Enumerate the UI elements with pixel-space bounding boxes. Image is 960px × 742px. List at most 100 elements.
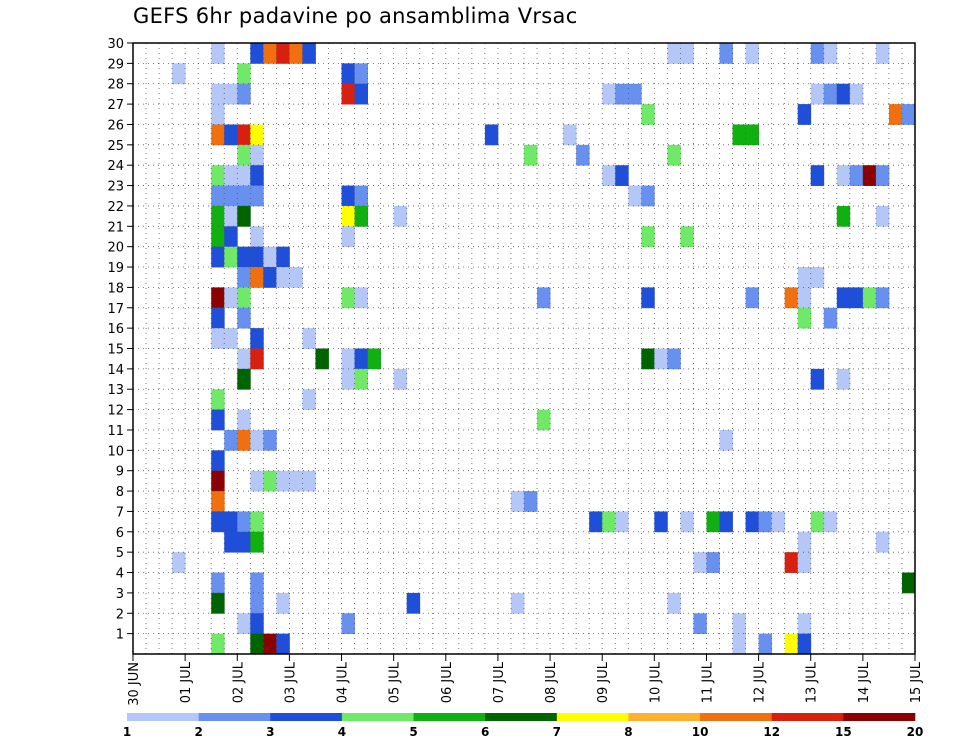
- heatmap-cell: [237, 531, 251, 553]
- heatmap-cell: [211, 287, 225, 309]
- y-tick-label: 25: [107, 139, 124, 154]
- heatmap-cell: [576, 144, 590, 166]
- heatmap-cell: [263, 633, 277, 655]
- heatmap-cell: [393, 205, 408, 227]
- colorbar-segment: [771, 713, 844, 721]
- heatmap-cell: [797, 307, 812, 329]
- heatmap-cell: [628, 185, 642, 207]
- heatmap-cell: [211, 205, 225, 227]
- heatmap-cell: [732, 633, 746, 655]
- heatmap-cell: [237, 429, 251, 451]
- heatmap-cell: [875, 287, 890, 309]
- heatmap-cell: [250, 43, 264, 64]
- heatmap-cell: [354, 348, 368, 370]
- heatmap-cell: [211, 491, 225, 512]
- heatmap-cell: [810, 368, 825, 390]
- heatmap-cell: [797, 613, 812, 635]
- heatmap-cell: [784, 633, 799, 655]
- heatmap-cell: [862, 287, 877, 309]
- y-tick-label: 21: [107, 220, 124, 235]
- heatmap-cell: [341, 83, 355, 105]
- heatmap-cell: [211, 409, 225, 431]
- y-tick-label: 20: [107, 241, 124, 256]
- heatmap-cell: [354, 205, 368, 227]
- y-tick-label: 1: [116, 628, 124, 643]
- x-tick-label: 13 JUL: [805, 661, 820, 703]
- heatmap-cell: [250, 267, 264, 288]
- heatmap-cell: [810, 511, 825, 533]
- heatmap-cell: [797, 531, 812, 553]
- heatmap-cell: [641, 287, 655, 309]
- y-tick-label: 3: [116, 587, 124, 602]
- heatmap-cell: [810, 83, 825, 105]
- heatmap-cell: [341, 287, 355, 309]
- heatmap-cell: [732, 613, 746, 635]
- heatmap-cell: [888, 104, 903, 125]
- y-tick-label: 16: [107, 322, 124, 337]
- colorbar-segment: [270, 713, 343, 721]
- heatmap-cell: [823, 83, 838, 105]
- heatmap-cell: [758, 633, 773, 655]
- heatmap-cell: [484, 124, 499, 146]
- heatmap-cell: [211, 592, 225, 614]
- heatmap-cell: [237, 287, 251, 309]
- x-tick-label: 07 JUL: [492, 661, 507, 703]
- heatmap-cell: [406, 592, 421, 614]
- y-tick-label: 8: [116, 485, 124, 500]
- heatmap-cell: [341, 348, 355, 370]
- heatmap-cell: [602, 511, 616, 533]
- heatmap-cell: [211, 307, 225, 329]
- heatmap-cell: [237, 63, 251, 85]
- heatmap-cell: [784, 552, 799, 573]
- heatmap-cell: [289, 43, 303, 64]
- y-tick-label: 28: [107, 78, 124, 93]
- colorbar-segment: [843, 713, 916, 721]
- x-tick-label: 10 JUL: [648, 661, 663, 703]
- colorbar-segment: [413, 713, 486, 721]
- heatmap-cell: [745, 124, 759, 146]
- heatmap-cell: [276, 633, 290, 655]
- heatmap-cell: [237, 185, 251, 207]
- y-tick-label: 27: [107, 98, 124, 113]
- heatmap-cell: [211, 124, 225, 146]
- heatmap-cell: [810, 165, 825, 186]
- heatmap-cell: [276, 43, 290, 64]
- heatmap-cell: [237, 267, 251, 288]
- heatmap-cell: [680, 511, 694, 533]
- heatmap-cell: [250, 226, 264, 248]
- heatmap-cell: [836, 165, 851, 186]
- heatmap-cell: [237, 409, 251, 431]
- heatmap-cell: [732, 124, 746, 146]
- heatmap-cell: [510, 491, 525, 512]
- heatmap-cell: [706, 511, 720, 533]
- heatmap-cell: [667, 348, 681, 370]
- y-tick-label: 18: [107, 281, 124, 296]
- heatmap-cell: [211, 185, 225, 207]
- heatmap-cell: [237, 511, 251, 533]
- heatmap-cell: [875, 165, 890, 186]
- heatmap-cell: [367, 348, 382, 370]
- y-tick-label: 24: [107, 159, 124, 174]
- heatmap-cell: [172, 552, 186, 573]
- heatmap-cell: [719, 429, 733, 451]
- heatmap-cell: [354, 368, 368, 390]
- heatmap-cell: [693, 552, 707, 573]
- heatmap-cell: [224, 246, 238, 268]
- y-tick-label: 19: [107, 261, 124, 276]
- y-tick-label: 13: [107, 383, 124, 398]
- heatmap-cell: [276, 470, 290, 492]
- x-tick-label: 30 JUN: [127, 662, 142, 706]
- y-tick-label: 14: [107, 363, 124, 378]
- colorbar-segment: [485, 713, 558, 721]
- heatmap-cell: [589, 511, 603, 533]
- heatmap-cell: [901, 572, 916, 594]
- heatmap-cell: [224, 226, 238, 248]
- colorbar-label: 8: [624, 725, 632, 739]
- heatmap-cell: [341, 368, 355, 390]
- colorbar-segment: [198, 713, 271, 721]
- heatmap-cell: [263, 429, 277, 451]
- heatmap-cell: [667, 43, 681, 64]
- heatmap-cell: [628, 83, 642, 105]
- y-tick-label: 5: [116, 546, 124, 561]
- heatmap-cell: [641, 348, 655, 370]
